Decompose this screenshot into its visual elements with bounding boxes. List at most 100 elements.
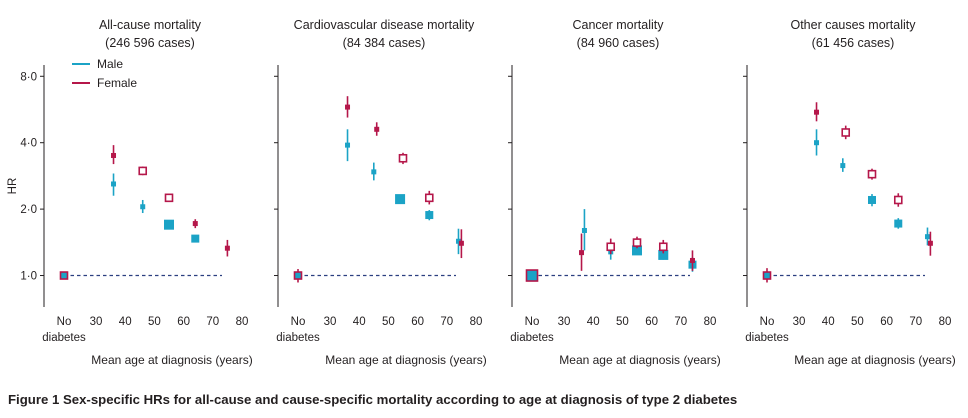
data-point [191, 234, 200, 243]
panel-title: Other causes mortality [790, 18, 916, 32]
x-tick-label: 60 [411, 316, 424, 328]
x-tick-label: 40 [822, 316, 835, 328]
data-point [164, 219, 174, 230]
legend-female-label: Female [97, 76, 137, 90]
data-point [868, 195, 876, 204]
x-tick-label: 50 [851, 316, 864, 328]
x-tick-label: 30 [558, 316, 571, 328]
series-male [111, 173, 200, 243]
data-point [424, 193, 434, 203]
data-point [458, 240, 464, 246]
data-point [841, 128, 851, 137]
data-point [192, 221, 198, 227]
x-tick-label: 80 [470, 316, 483, 328]
data-point [894, 219, 903, 228]
x-tick-label: 80 [704, 316, 717, 328]
x-tick-label: 60 [880, 316, 893, 328]
x-tick-label: No [760, 316, 775, 328]
data-point [658, 249, 669, 260]
data-point [632, 238, 642, 247]
y-tick-label: 1·0 [20, 271, 37, 283]
panel-subtitle: (84 960 cases) [577, 36, 660, 50]
series-female [579, 233, 695, 271]
reference-point [525, 269, 539, 282]
data-point [814, 140, 820, 146]
panel-4: Other causes mortality (61 456 cases) No di… [743, 18, 956, 367]
data-point [395, 194, 406, 205]
x-tick-label: 40 [119, 316, 132, 328]
x-tick-label: diabetes [745, 332, 789, 344]
x-tick-label: 30 [324, 316, 337, 328]
figure-caption: Figure 1 Sex-specific HRs for all-cause … [8, 392, 737, 407]
y-tick-label: 2·0 [20, 204, 37, 216]
panel-title: All-cause mortality [99, 18, 202, 32]
x-tick-label: No [525, 316, 540, 328]
x-tick-label: diabetes [276, 332, 320, 344]
x-tick-label: No [57, 316, 72, 328]
panel-2: Cardiovascular disease mortality (84 384 … [274, 18, 487, 367]
y-tick-label: 8·0 [20, 71, 37, 83]
x-tick-label: 30 [793, 316, 806, 328]
data-point [893, 195, 903, 205]
panel-subtitle: (246 596 cases) [105, 36, 195, 50]
x-tick-label: 50 [148, 316, 161, 328]
data-point [658, 242, 668, 252]
x-tick-label: 70 [206, 316, 219, 328]
data-point [140, 204, 146, 210]
x-tick-label: 70 [909, 316, 922, 328]
data-point [345, 104, 351, 110]
x-tick-label: 40 [353, 316, 366, 328]
series-male [345, 129, 461, 255]
data-point [689, 257, 695, 263]
data-point [632, 245, 642, 256]
x-tick-label: diabetes [42, 332, 86, 344]
data-point [867, 169, 877, 179]
data-point [398, 153, 408, 163]
x-axis-label: Mean age at diagnosis (years) [325, 353, 486, 367]
figure-caption-text: Sex-specific HRs for all-cause and cause… [62, 392, 738, 407]
x-tick-label: 40 [587, 316, 600, 328]
panel-title: Cancer mortality [573, 18, 665, 32]
x-tick-label: 60 [177, 316, 190, 328]
data-point [606, 242, 616, 252]
data-point [224, 245, 230, 251]
data-point [840, 163, 846, 169]
reference-point [762, 271, 772, 280]
data-point [814, 109, 820, 115]
reference-point [59, 271, 69, 280]
x-tick-label: 50 [616, 316, 629, 328]
x-tick-label: 30 [90, 316, 103, 328]
panel-subtitle: (84 384 cases) [343, 36, 426, 50]
y-axis-label: HR [7, 178, 19, 195]
data-point [345, 142, 351, 148]
data-point [164, 193, 174, 203]
data-point [455, 238, 461, 244]
panel-title: Cardiovascular disease mortality [294, 18, 475, 32]
data-point [374, 126, 380, 132]
reference-point [293, 271, 303, 280]
legend: Male Female [72, 57, 137, 90]
figure: All-cause mortality (246 596 cases) 1·0 2·0… [7, 18, 956, 367]
data-point [924, 234, 930, 240]
panel-subtitle: (61 456 cases) [812, 36, 895, 50]
x-tick-label: 70 [674, 316, 687, 328]
x-tick-label: 70 [440, 316, 453, 328]
legend-male-label: Male [97, 57, 123, 71]
panel-3: Cancer mortality (84 960 cases) No diabetes… [508, 18, 721, 367]
x-axis-label: Mean age at diagnosis (years) [559, 353, 720, 367]
y-tick-label: 4·0 [20, 138, 37, 150]
series-female [111, 145, 230, 257]
x-tick-label: No [291, 316, 306, 328]
data-point [581, 227, 587, 233]
x-tick-label: 60 [645, 316, 658, 328]
series-female [345, 96, 464, 259]
x-tick-label: 80 [236, 316, 249, 328]
series-male [814, 129, 930, 246]
data-point [425, 211, 434, 220]
series-female [814, 102, 933, 256]
data-point [371, 169, 377, 175]
x-tick-label: diabetes [510, 332, 554, 344]
data-point [138, 166, 148, 176]
data-point [579, 250, 585, 256]
figure-caption-label: Figure 1 [8, 392, 60, 407]
